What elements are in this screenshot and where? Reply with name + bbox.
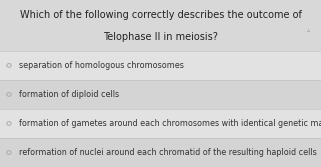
Text: formation of gametes around each chromosomes with identical genetic material: formation of gametes around each chromos… [19,119,321,128]
Text: Which of the following correctly describes the outcome of: Which of the following correctly describ… [20,10,301,20]
Text: ▵: ▵ [307,28,310,33]
FancyBboxPatch shape [0,51,321,80]
FancyBboxPatch shape [0,138,321,167]
Text: formation of diploid cells: formation of diploid cells [19,90,119,99]
FancyBboxPatch shape [0,109,321,138]
Text: reformation of nuclei around each chromatid of the resulting haploid cells: reformation of nuclei around each chroma… [19,148,317,157]
Text: separation of homologous chromosomes: separation of homologous chromosomes [19,61,184,70]
Text: Telophase II in meiosis?: Telophase II in meiosis? [103,32,218,42]
FancyBboxPatch shape [0,0,321,51]
FancyBboxPatch shape [0,80,321,109]
